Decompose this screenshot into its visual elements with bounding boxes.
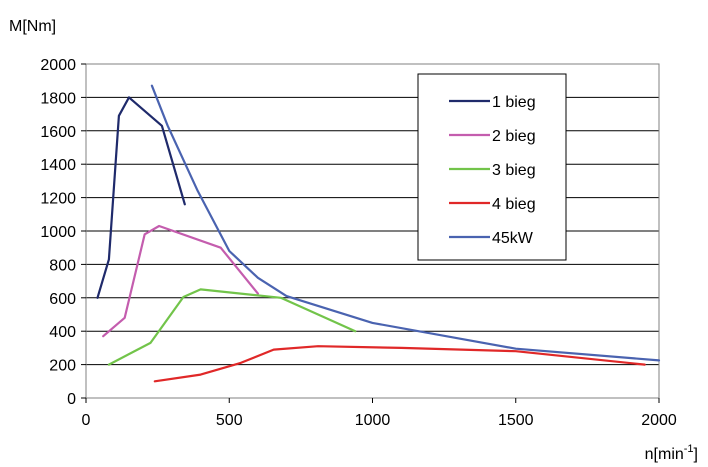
y-tick-label: 1200 — [40, 191, 76, 208]
legend-label: 2 bieg — [492, 128, 536, 145]
y-tick-label: 1400 — [40, 157, 76, 174]
legend-label: 4 bieg — [492, 196, 536, 213]
series-line — [107, 288, 357, 366]
x-axis-ticks: 0 500 1000 1500 2000 — [82, 398, 677, 429]
x-tick-label: 500 — [216, 412, 243, 429]
x-tick-label: 1500 — [498, 412, 534, 429]
y-axis-ticks: 0 200 400 600 800 1000 1200 1400 1600 1800 2000 — [40, 57, 86, 408]
y-tick-label: 1800 — [40, 90, 76, 107]
series-line — [153, 345, 646, 383]
legend: 1 bieg 2 bieg 3 bieg 4 bieg 45kW — [417, 73, 567, 261]
y-tick-label: 200 — [49, 358, 76, 375]
y-tick-label: 1600 — [40, 124, 76, 141]
y-tick-label: 2000 — [40, 57, 76, 74]
y-tick-label: 600 — [49, 291, 76, 308]
legend-label: 3 bieg — [492, 162, 536, 179]
y-axis-label: M[Nm] — [9, 18, 56, 35]
x-axis-label-base: n[min — [645, 446, 684, 463]
legend-label: 45kW — [492, 230, 534, 247]
x-tick-label: 1000 — [355, 412, 391, 429]
x-axis-label-close: ] — [694, 446, 698, 463]
x-axis-label-superscript: -1 — [684, 443, 694, 455]
y-tick-label: 1000 — [40, 224, 76, 241]
legend-label: 1 bieg — [492, 94, 536, 111]
legend-box — [417, 73, 567, 261]
x-tick-label: 0 — [82, 412, 91, 429]
y-tick-label: 800 — [49, 257, 76, 274]
y-tick-label: 0 — [67, 391, 76, 408]
series-line — [150, 84, 661, 362]
series-line — [96, 96, 186, 299]
series-lines — [96, 84, 661, 383]
x-tick-label: 2000 — [641, 412, 677, 429]
series-line — [102, 224, 259, 338]
x-axis-label: n[min-1] — [645, 443, 698, 463]
y-tick-label: 400 — [49, 324, 76, 341]
